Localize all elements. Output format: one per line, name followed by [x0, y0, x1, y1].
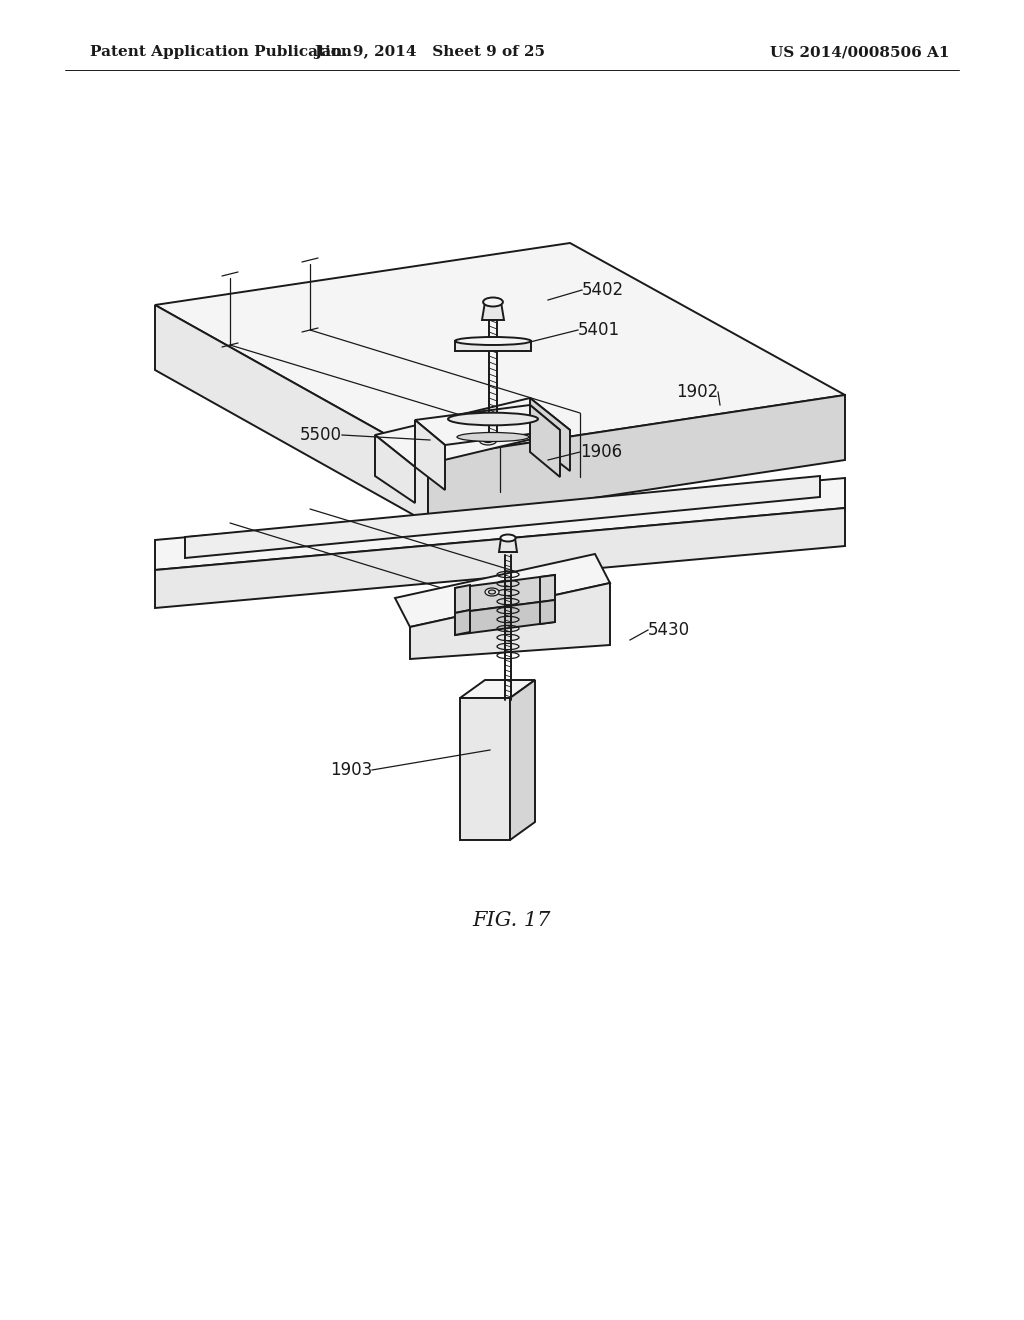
Polygon shape: [455, 601, 555, 635]
Ellipse shape: [455, 337, 531, 345]
Polygon shape: [375, 399, 570, 467]
Polygon shape: [375, 436, 415, 503]
Text: 5430: 5430: [648, 620, 690, 639]
Polygon shape: [460, 698, 510, 840]
Ellipse shape: [483, 437, 493, 442]
Polygon shape: [540, 601, 555, 624]
Polygon shape: [395, 554, 610, 627]
Polygon shape: [455, 576, 555, 612]
Polygon shape: [410, 583, 610, 659]
Polygon shape: [415, 420, 445, 490]
Polygon shape: [155, 305, 428, 523]
Ellipse shape: [479, 436, 497, 445]
Polygon shape: [155, 508, 845, 609]
Polygon shape: [530, 399, 570, 471]
Text: 1906: 1906: [580, 444, 623, 461]
Polygon shape: [499, 539, 517, 552]
Polygon shape: [530, 405, 560, 477]
Text: Patent Application Publication: Patent Application Publication: [90, 45, 352, 59]
Polygon shape: [455, 610, 470, 635]
Ellipse shape: [457, 433, 529, 441]
Polygon shape: [482, 302, 504, 319]
Text: 5402: 5402: [582, 281, 624, 300]
Text: Jan. 9, 2014   Sheet 9 of 25: Jan. 9, 2014 Sheet 9 of 25: [314, 45, 546, 59]
Polygon shape: [510, 680, 535, 840]
Text: US 2014/0008506 A1: US 2014/0008506 A1: [770, 45, 949, 59]
Polygon shape: [540, 576, 555, 602]
Ellipse shape: [449, 413, 538, 425]
Polygon shape: [455, 341, 531, 351]
Ellipse shape: [501, 535, 516, 541]
Polygon shape: [185, 477, 820, 558]
Polygon shape: [460, 680, 535, 698]
Ellipse shape: [483, 297, 503, 306]
Text: FIG. 17: FIG. 17: [473, 911, 551, 929]
Text: 5500: 5500: [300, 426, 342, 444]
Polygon shape: [455, 585, 470, 612]
Text: 1903: 1903: [330, 762, 372, 779]
Ellipse shape: [485, 587, 499, 597]
Polygon shape: [415, 405, 560, 445]
Polygon shape: [155, 478, 845, 570]
Ellipse shape: [488, 590, 496, 594]
Polygon shape: [428, 395, 845, 523]
Polygon shape: [155, 243, 845, 458]
Text: 1902: 1902: [676, 383, 718, 401]
Text: 5401: 5401: [578, 321, 621, 339]
